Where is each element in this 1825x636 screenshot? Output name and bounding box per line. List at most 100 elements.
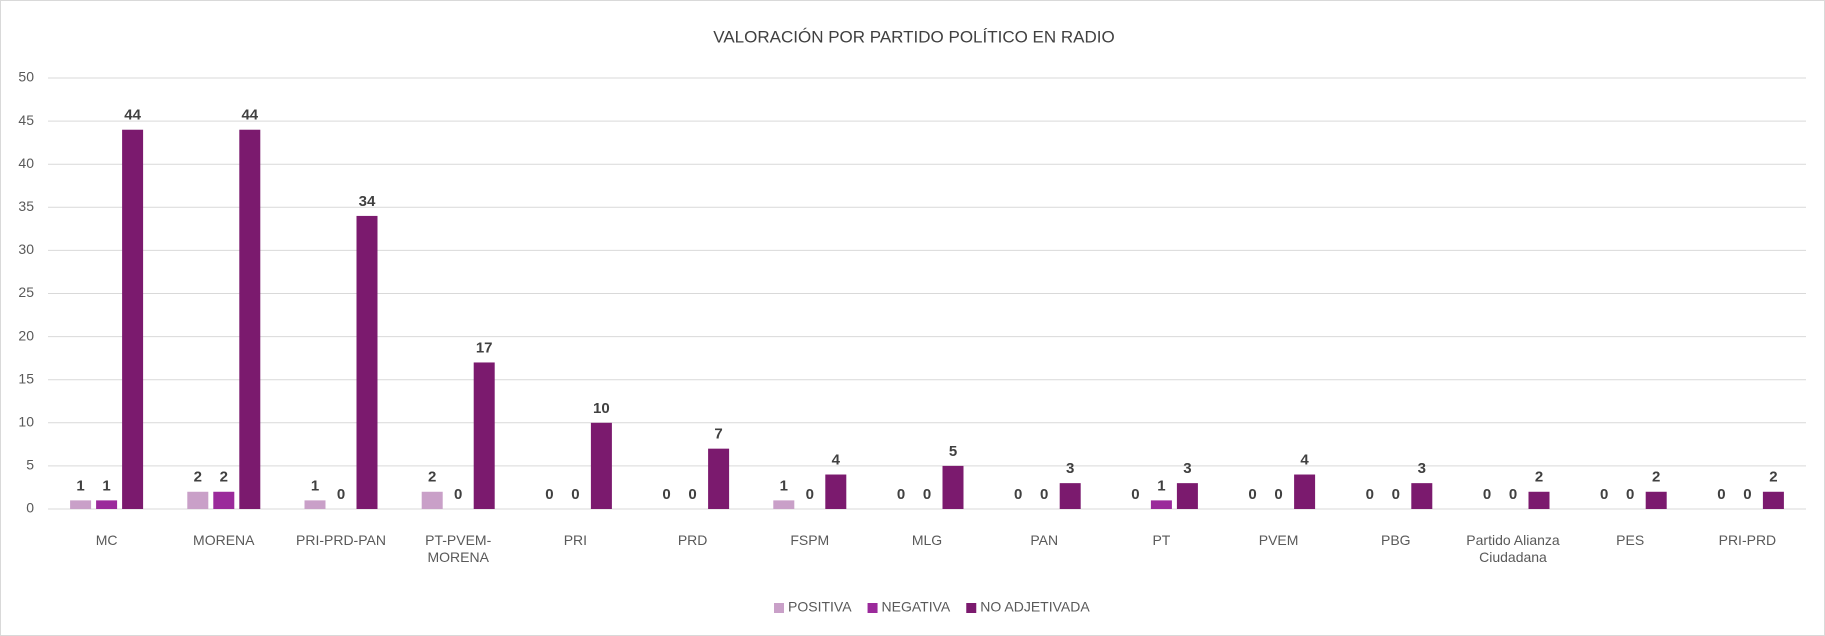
x-tick-label: PRI-PRD-PAN xyxy=(296,532,386,548)
legend-label: NO ADJETIVADA xyxy=(980,599,1090,615)
bar xyxy=(1294,474,1316,509)
bar xyxy=(239,129,261,509)
x-tick-label: PRI xyxy=(563,532,588,548)
bar xyxy=(1176,483,1198,509)
bar xyxy=(1528,491,1550,509)
data-label: 0 xyxy=(1509,486,1517,503)
bar xyxy=(213,491,235,509)
data-label: 0 xyxy=(1014,486,1022,503)
x-tick-label: MC xyxy=(95,532,118,548)
data-label: 4 xyxy=(832,451,841,468)
y-tick-label: 45 xyxy=(18,112,34,128)
data-label: 7 xyxy=(714,426,722,443)
bar xyxy=(421,491,443,509)
bar xyxy=(473,362,495,509)
legend-swatch xyxy=(966,603,977,613)
data-label: 0 xyxy=(1717,486,1725,503)
x-tick-label: MLG xyxy=(911,532,943,548)
bar xyxy=(122,129,144,509)
data-label: 0 xyxy=(1248,486,1256,503)
data-label: 0 xyxy=(1626,486,1634,503)
x-tick-label: PRD xyxy=(677,532,708,548)
data-label: 2 xyxy=(1652,469,1660,486)
y-tick-label: 20 xyxy=(18,327,34,343)
data-label: 10 xyxy=(593,400,610,417)
data-label: 2 xyxy=(428,469,436,486)
data-label: 3 xyxy=(1418,460,1426,477)
y-tick-label: 25 xyxy=(18,284,34,300)
legend-label: NEGATIVA xyxy=(882,599,951,615)
bar xyxy=(942,465,964,509)
legend-label: POSITIVA xyxy=(788,599,852,615)
bar xyxy=(825,474,847,509)
data-label: 0 xyxy=(1743,486,1751,503)
bar xyxy=(1411,483,1433,509)
data-label: 17 xyxy=(476,339,493,356)
y-tick-label: 40 xyxy=(18,155,34,171)
x-tick-label: PBG xyxy=(1380,532,1411,548)
data-label: 2 xyxy=(1769,469,1777,486)
data-label: 0 xyxy=(1040,486,1048,503)
data-label: 0 xyxy=(1483,486,1491,503)
x-tick-label: Partido Alianza Ciudadana xyxy=(1466,532,1560,565)
data-label: 5 xyxy=(949,443,957,460)
y-tick-label: 35 xyxy=(18,198,34,214)
y-tick-label: 15 xyxy=(18,370,34,386)
y-tick-label: 5 xyxy=(26,457,34,473)
bar xyxy=(1762,491,1784,509)
y-tick-label: 30 xyxy=(18,241,34,257)
data-label: 2 xyxy=(220,469,228,486)
data-label: 1 xyxy=(76,477,84,494)
bar xyxy=(773,500,795,509)
x-tick-label: PRI-PRD xyxy=(1718,532,1777,548)
data-label: 2 xyxy=(194,469,202,486)
x-tick-label: PVEM xyxy=(1258,532,1299,548)
x-tick-label: PAN xyxy=(1030,532,1059,548)
data-label: 0 xyxy=(545,486,553,503)
data-label: 0 xyxy=(923,486,931,503)
data-label: 1 xyxy=(102,477,110,494)
x-tick-label: FSPM xyxy=(790,532,830,548)
x-tick-label: PT-PVEM-MORENA xyxy=(425,532,492,565)
bar xyxy=(708,448,730,509)
data-label: 44 xyxy=(124,107,141,124)
legend-swatch xyxy=(867,603,878,613)
bar xyxy=(304,500,326,509)
bar xyxy=(1645,491,1667,509)
data-label: 1 xyxy=(311,477,319,494)
data-label: 3 xyxy=(1183,460,1191,477)
data-label: 0 xyxy=(454,486,462,503)
data-label: 0 xyxy=(337,486,345,503)
data-label: 0 xyxy=(1131,486,1139,503)
data-label: 0 xyxy=(806,486,814,503)
y-tick-label: 10 xyxy=(18,414,34,430)
data-label: 1 xyxy=(1157,477,1165,494)
legend-swatch xyxy=(774,603,784,613)
data-label: 1 xyxy=(780,477,788,494)
chart-title: VALORACIÓN POR PARTIDO POLÍTICO EN RADIO xyxy=(713,27,1114,46)
bar xyxy=(1059,483,1081,509)
data-label: 0 xyxy=(897,486,905,503)
bar xyxy=(187,491,209,509)
data-label: 0 xyxy=(1366,486,1374,503)
x-tick-label: PES xyxy=(1616,532,1645,548)
data-label: 0 xyxy=(662,486,670,503)
bar xyxy=(1150,500,1172,509)
data-label: 4 xyxy=(1300,451,1309,468)
data-label: 2 xyxy=(1535,469,1543,486)
data-label: 3 xyxy=(1066,460,1074,477)
bar xyxy=(590,422,612,509)
x-tick-label: MORENA xyxy=(193,532,255,548)
bar xyxy=(96,500,118,509)
data-label: 0 xyxy=(1392,486,1400,503)
y-tick-label: 0 xyxy=(26,500,34,516)
bar xyxy=(356,215,378,510)
bar xyxy=(70,500,92,509)
data-label: 0 xyxy=(688,486,696,503)
data-label: 0 xyxy=(571,486,579,503)
y-tick-label: 50 xyxy=(18,69,34,85)
data-label: 0 xyxy=(1600,486,1608,503)
x-tick-label: PT xyxy=(1152,532,1171,548)
